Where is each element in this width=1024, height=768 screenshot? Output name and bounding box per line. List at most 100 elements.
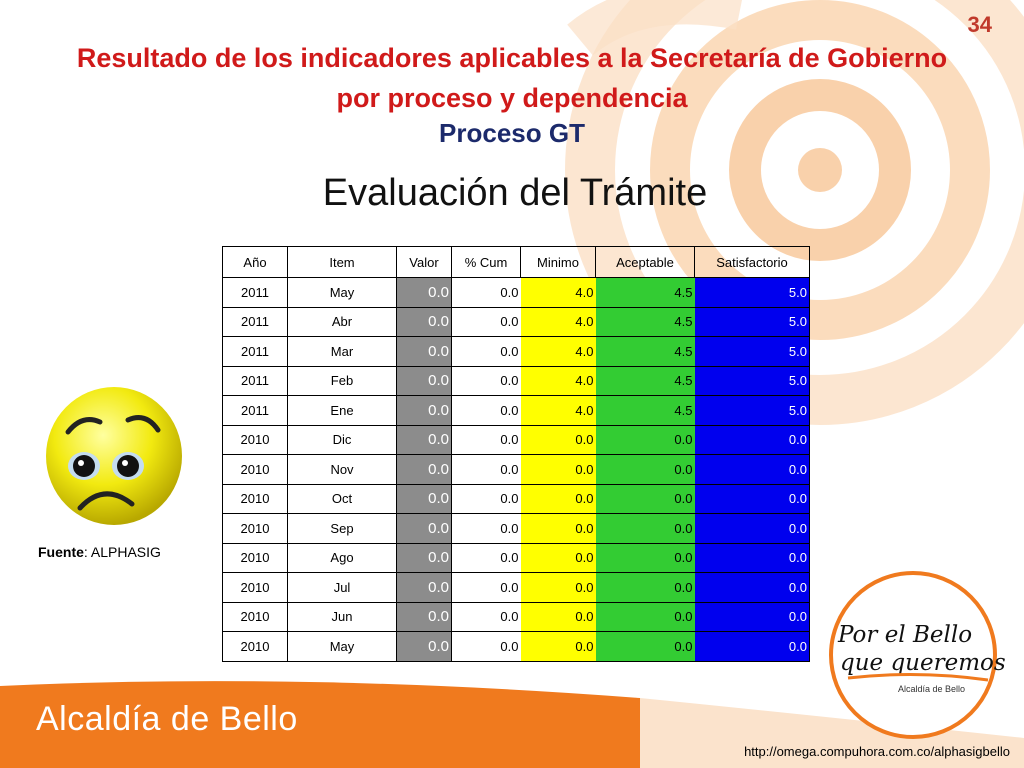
cell-aceptable: 4.5: [595, 336, 695, 367]
cell-minimo: 0.0: [520, 425, 596, 455]
cell-valor: 0.0: [396, 277, 452, 308]
table-row: 2011 May 0.0 0.0 4.0 4.5 5.0: [222, 277, 810, 308]
col-header-cum: % Cum: [451, 246, 521, 278]
cell-minimo: 0.0: [520, 454, 596, 485]
cell-item: Dic: [287, 425, 397, 455]
logo-line2: que queremos: [840, 650, 1006, 676]
cell-anio: 2011: [222, 307, 288, 337]
table-row: 2011 Mar 0.0 0.0 4.0 4.5 5.0: [222, 336, 810, 367]
cell-aceptable: 4.5: [595, 307, 695, 337]
cell-anio: 2010: [222, 543, 288, 573]
cell-anio: 2011: [222, 277, 288, 308]
cell-valor: 0.0: [396, 454, 452, 485]
cell-item: Ene: [287, 395, 397, 426]
cell-anio: 2010: [222, 425, 288, 455]
cell-aceptable: 0.0: [595, 513, 695, 544]
col-header-minimo: Minimo: [520, 246, 596, 278]
table-row: 2010 Jul 0.0 0.0 0.0 0.0 0.0: [222, 572, 810, 603]
source-value: : ALPHASIG: [83, 544, 161, 560]
table-header-row: Año Item Valor % Cum Minimo Aceptable Sa…: [222, 246, 810, 278]
cell-aceptable: 0.0: [595, 572, 695, 603]
table-row: 2010 Dic 0.0 0.0 0.0 0.0 0.0: [222, 425, 810, 455]
cell-aceptable: 0.0: [595, 454, 695, 485]
indicator-table: Año Item Valor % Cum Minimo Aceptable Sa…: [222, 246, 810, 662]
cell-valor: 0.0: [396, 602, 452, 632]
cell-cum: 0.0: [451, 484, 521, 514]
cell-anio: 2011: [222, 395, 288, 426]
table-row: 2011 Feb 0.0 0.0 4.0 4.5 5.0: [222, 366, 810, 396]
source-label: Fuente: [38, 544, 84, 560]
cell-valor: 0.0: [396, 395, 452, 426]
table-row: 2010 Sep 0.0 0.0 0.0 0.0 0.0: [222, 513, 810, 544]
cell-anio: 2010: [222, 454, 288, 485]
cell-cum: 0.0: [451, 425, 521, 455]
col-header-item: Item: [287, 246, 397, 278]
col-header-satisfactorio: Satisfactorio: [694, 246, 810, 278]
table-row: 2010 Ago 0.0 0.0 0.0 0.0 0.0: [222, 543, 810, 573]
cell-anio: 2011: [222, 336, 288, 367]
cell-aceptable: 0.0: [595, 543, 695, 573]
section-heading: Evaluación del Trámite: [322, 172, 708, 214]
cell-satisfactorio: 0.0: [694, 454, 810, 485]
cell-anio: 2010: [222, 484, 288, 514]
cell-satisfactorio: 5.0: [694, 277, 810, 308]
cell-aceptable: 4.5: [595, 277, 695, 308]
cell-cum: 0.0: [451, 366, 521, 396]
cell-item: Feb: [287, 366, 397, 396]
cell-cum: 0.0: [451, 395, 521, 426]
cell-satisfactorio: 0.0: [694, 425, 810, 455]
cell-satisfactorio: 0.0: [694, 543, 810, 573]
cell-aceptable: 0.0: [595, 425, 695, 455]
table-row: 2011 Ene 0.0 0.0 4.0 4.5 5.0: [222, 395, 810, 426]
cell-minimo: 0.0: [520, 543, 596, 573]
cell-satisfactorio: 0.0: [694, 484, 810, 514]
cell-satisfactorio: 0.0: [694, 631, 810, 662]
cell-valor: 0.0: [396, 484, 452, 514]
cell-minimo: 0.0: [520, 513, 596, 544]
cell-item: Jun: [287, 602, 397, 632]
cell-anio: 2010: [222, 513, 288, 544]
col-header-valor: Valor: [396, 246, 452, 278]
sad-face-icon: [44, 384, 186, 526]
cell-item: Abr: [287, 307, 397, 337]
cell-minimo: 0.0: [520, 572, 596, 603]
cell-aceptable: 0.0: [595, 602, 695, 632]
cell-aceptable: 0.0: [595, 484, 695, 514]
cell-minimo: 4.0: [520, 395, 596, 426]
cell-item: Nov: [287, 454, 397, 485]
cell-valor: 0.0: [396, 336, 452, 367]
cell-cum: 0.0: [451, 572, 521, 603]
cell-satisfactorio: 5.0: [694, 307, 810, 337]
page-title: Resultado de los indicadores aplicables …: [76, 43, 948, 113]
cell-valor: 0.0: [396, 425, 452, 455]
logo-line1: Por el Bello: [837, 622, 972, 648]
cell-item: Mar: [287, 336, 397, 367]
cell-minimo: 0.0: [520, 484, 596, 514]
footer-brand: Alcaldía de Bello: [36, 700, 298, 738]
page-number: 34: [967, 12, 992, 37]
cell-cum: 0.0: [451, 543, 521, 573]
cell-cum: 0.0: [451, 307, 521, 337]
cell-satisfactorio: 5.0: [694, 366, 810, 396]
process-subtitle: Proceso GT: [439, 118, 585, 148]
cell-item: Jul: [287, 572, 397, 603]
cell-aceptable: 4.5: [595, 395, 695, 426]
cell-anio: 2011: [222, 366, 288, 396]
cell-aceptable: 4.5: [595, 366, 695, 396]
cell-anio: 2010: [222, 602, 288, 632]
cell-anio: 2010: [222, 631, 288, 662]
cell-minimo: 4.0: [520, 366, 596, 396]
cell-cum: 0.0: [451, 336, 521, 367]
cell-item: Oct: [287, 484, 397, 514]
cell-satisfactorio: 0.0: [694, 513, 810, 544]
cell-satisfactorio: 5.0: [694, 336, 810, 367]
cell-valor: 0.0: [396, 543, 452, 573]
cell-cum: 0.0: [451, 631, 521, 662]
cell-cum: 0.0: [451, 513, 521, 544]
table-row: 2010 Nov 0.0 0.0 0.0 0.0 0.0: [222, 454, 810, 485]
cell-minimo: 4.0: [520, 336, 596, 367]
cell-item: Ago: [287, 543, 397, 573]
logo-caption: Alcaldía de Bello: [898, 684, 965, 694]
source-url-link[interactable]: http://omega.compuhora.com.co/alphasigbe…: [744, 744, 1010, 759]
